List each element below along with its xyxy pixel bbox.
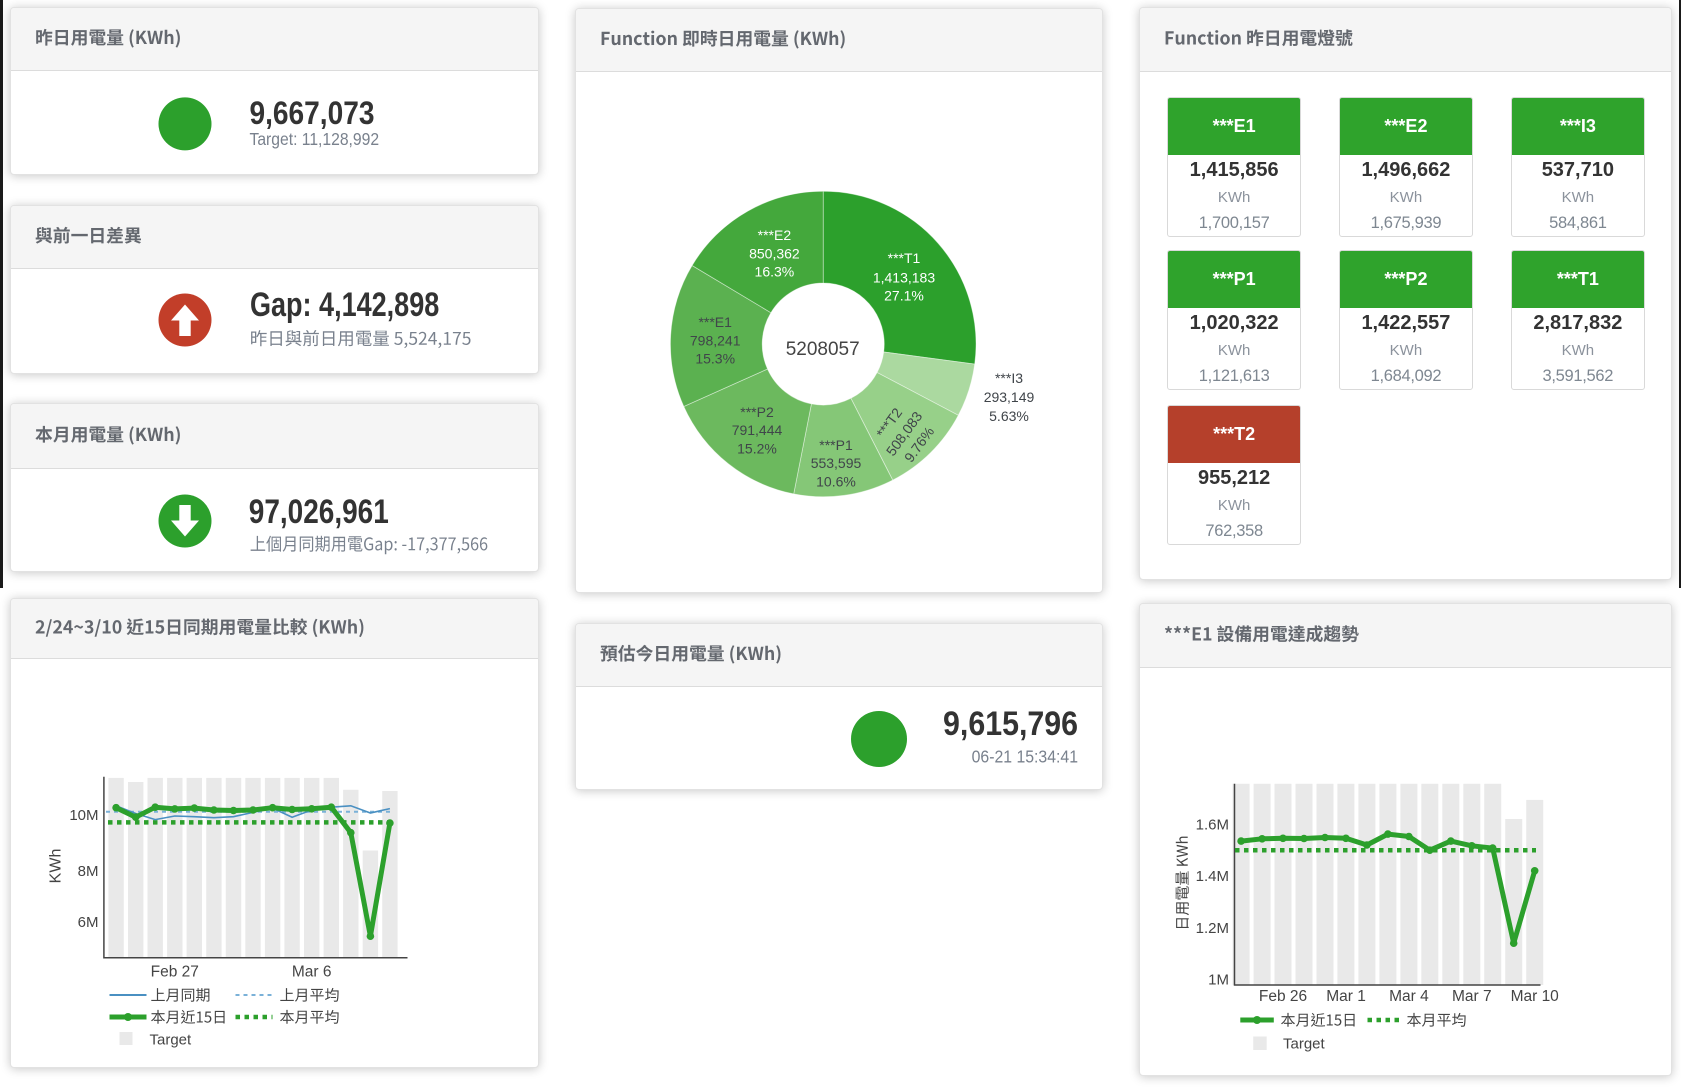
svg-text:Mar 10: Mar 10 [1510,988,1559,1005]
svg-text:10M: 10M [69,807,98,824]
svg-text:***T1: ***T1 [888,250,921,266]
svg-text:10.6%: 10.6% [816,473,856,489]
svg-text:1.6M: 1.6M [1195,817,1228,834]
svg-text:Mar 1: Mar 1 [1326,988,1366,1005]
svg-text:5.63%: 5.63% [989,408,1029,424]
svg-text:15.3%: 15.3% [695,351,735,367]
svg-text:Feb 27: Feb 27 [150,964,198,981]
svg-text:Feb 26: Feb 26 [1258,988,1306,1005]
svg-text:6M: 6M [77,914,98,931]
svg-text:8M: 8M [77,863,98,880]
svg-text:***I3: ***I3 [995,370,1023,386]
svg-text:KWh: KWh [47,849,64,884]
svg-text:Mar 6: Mar 6 [291,964,331,981]
svg-text:9,667,073: 9,667,073 [249,96,374,131]
svg-text:850,362: 850,362 [749,246,800,262]
svg-text:Gap: 4,142,898: Gap: 4,142,898 [250,285,439,324]
svg-text:553,595: 553,595 [811,455,862,471]
svg-text:798,241: 798,241 [690,333,741,349]
svg-text:***P1: ***P1 [819,437,853,453]
svg-text:Target: 11,128,992: Target: 11,128,992 [249,129,379,149]
svg-text:***P2: ***P2 [740,404,774,420]
svg-text:Mar 4: Mar 4 [1389,988,1429,1005]
svg-text:Mar 7: Mar 7 [1451,988,1491,1005]
svg-text:791,444: 791,444 [732,422,783,438]
svg-text:Target: Target [1283,1036,1326,1053]
svg-text:15.2%: 15.2% [737,441,777,457]
svg-text:***E2: ***E2 [758,227,792,243]
svg-text:293,149: 293,149 [984,389,1035,405]
svg-text:1,413,183: 1,413,183 [873,270,935,286]
svg-text:Target: Target [149,1032,192,1049]
svg-text:97,026,961: 97,026,961 [248,492,388,530]
svg-text:1.4M: 1.4M [1195,868,1228,885]
svg-text:27.1%: 27.1% [884,287,924,303]
svg-text:***E1: ***E1 [698,314,732,330]
svg-text:1.2M: 1.2M [1195,920,1228,937]
svg-text:1M: 1M [1208,972,1229,989]
svg-text:16.3%: 16.3% [755,264,795,280]
svg-text:5208057: 5208057 [786,339,860,360]
svg-text:9,615,796: 9,615,796 [943,704,1078,742]
svg-text:06-21 15:34:41: 06-21 15:34:41 [972,747,1078,767]
